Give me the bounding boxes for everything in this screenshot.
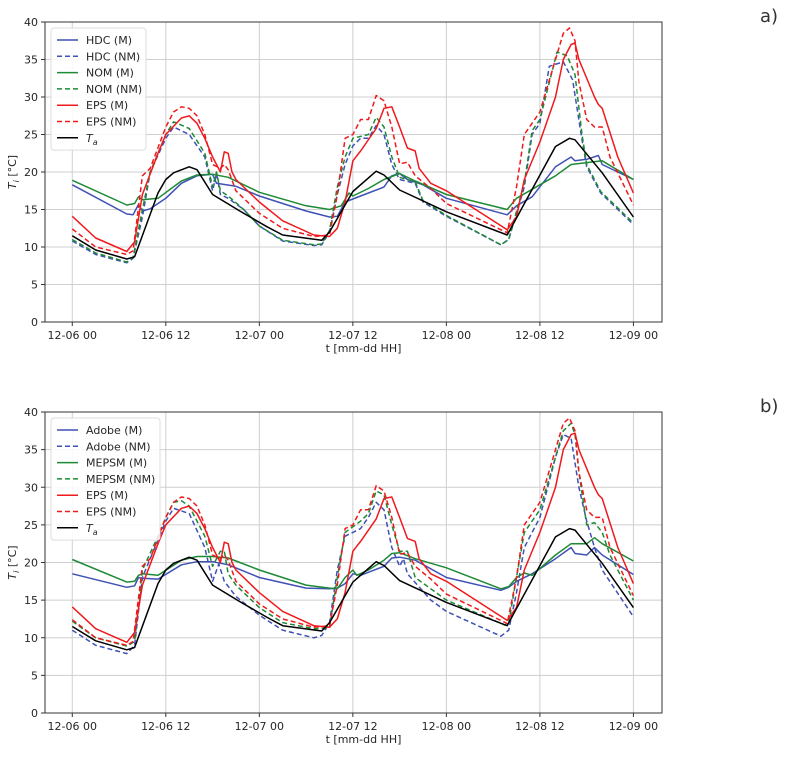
chart-panel-b: 0 5 10 15 20 25 30 35 40 12-06 00 12-06 12 12-07 00… — [6, 396, 778, 746]
legend-box — [50, 27, 147, 151]
y-tick-label: 35 — [24, 54, 38, 67]
y-tick-label: 40 — [24, 16, 38, 29]
y-tick-label: 20 — [24, 557, 38, 570]
chart-panel-a: 0 5 10 15 20 25 30 35 40 12-06 00 12-06 12 12-07 00… — [6, 6, 778, 355]
y-tick-label: 10 — [24, 241, 38, 254]
legend: Adobe (M) Adobe (NM) MEPSM (M) MEPSM (NM) EP… — [50, 417, 161, 541]
plot-frame — [44, 21, 663, 323]
label-unit: [°C] — [6, 545, 19, 570]
label-symbol: T — [86, 132, 94, 145]
x-tick-label: 12-07 12 — [328, 329, 377, 342]
panel-label: a) — [760, 6, 778, 27]
label-subscript: a — [93, 138, 98, 147]
x-axis-label: t [mm-dd HH] — [326, 733, 402, 746]
y-tick-label: 20 — [24, 166, 38, 179]
series-line-eps-m — [71, 42, 635, 253]
legend-label: Adobe (M) — [86, 424, 142, 437]
legend-label: NOM (M) — [86, 67, 134, 80]
legend-label: Adobe (NM) — [86, 440, 151, 453]
series-line-hdc-nm — [71, 61, 634, 264]
series-line-hdc-m — [71, 154, 634, 218]
series-line-t-a — [71, 137, 635, 260]
legend-label: EPS (M) — [86, 489, 128, 502]
series-line-nom-nm — [71, 51, 634, 263]
x-tick-label: 12-08 00 — [422, 720, 471, 733]
x-tick-label: 12-07 12 — [328, 720, 377, 733]
y-tick-label: 25 — [24, 519, 38, 532]
series-line-t-a — [71, 527, 635, 651]
x-tick-label: 12-09 00 — [609, 720, 658, 733]
y-tick-label: 25 — [24, 129, 38, 142]
y-tick-label: 15 — [24, 594, 38, 607]
y-tick-label: 30 — [24, 481, 38, 494]
y-tick-label: 5 — [31, 669, 38, 682]
x-tick-label: 12-06 12 — [141, 720, 190, 733]
legend-label: Ta — [86, 132, 98, 147]
x-tick-label: 12-08 12 — [515, 329, 564, 342]
y-tick-label: 5 — [31, 279, 38, 292]
series-line-mepsm-nm — [71, 422, 635, 647]
y-tick-label: 40 — [24, 406, 38, 419]
x-tick-label: 12-06 00 — [48, 329, 97, 342]
x-tick-label: 12-09 00 — [609, 329, 658, 342]
y-axis-label: Ti [°C] — [6, 545, 21, 579]
y-tick-label: 35 — [24, 444, 38, 457]
y-tick-label: 10 — [24, 632, 38, 645]
legend-label: Ta — [86, 522, 98, 537]
label-subscript: i — [12, 179, 21, 182]
legend-label: EPS (NM) — [86, 506, 136, 519]
panel-label: b) — [760, 396, 778, 417]
x-tick-label: 12-06 00 — [48, 720, 97, 733]
legend-label: MEPSM (NM) — [86, 473, 155, 486]
label-unit: [°C] — [6, 155, 19, 180]
y-axis-label: Ti [°C] — [6, 155, 21, 189]
legend-label: EPS (M) — [86, 99, 128, 112]
legend-label: HDC (NM) — [86, 50, 140, 63]
legend-box — [50, 417, 161, 541]
legend-label: EPS (NM) — [86, 116, 136, 129]
series-line-eps-m — [71, 432, 635, 644]
label-symbol: T — [6, 181, 19, 189]
x-tick-label: 12-07 00 — [235, 329, 284, 342]
x-tick-label: 12-08 00 — [422, 329, 471, 342]
x-tick-label: 12-06 12 — [141, 329, 190, 342]
y-tick-label: 0 — [31, 316, 38, 329]
series-line-mepsm-m — [72, 536, 634, 590]
label-symbol: T — [6, 572, 19, 580]
y-tick-label: 0 — [31, 707, 38, 720]
label-subscript: i — [12, 570, 21, 573]
series-line-eps-nm — [71, 27, 635, 256]
y-tick-label: 30 — [24, 91, 38, 104]
x-axis-label: t [mm-dd HH] — [326, 342, 402, 355]
legend-label: HDC (M) — [86, 34, 132, 47]
label-symbol: T — [86, 522, 94, 535]
x-tick-label: 12-07 00 — [235, 720, 284, 733]
series-line-eps-nm — [71, 417, 635, 647]
plot-frame — [44, 411, 663, 714]
label-subscript: a — [93, 528, 98, 537]
legend: HDC (M) HDC (NM) NOM (M) NOM (NM) EPS (M) EPS… — [50, 27, 147, 151]
x-tick-label: 12-08 12 — [515, 720, 564, 733]
legend-label: MEPSM (M) — [86, 457, 147, 470]
legend-label: NOM (NM) — [86, 83, 142, 96]
y-tick-label: 15 — [24, 204, 38, 217]
